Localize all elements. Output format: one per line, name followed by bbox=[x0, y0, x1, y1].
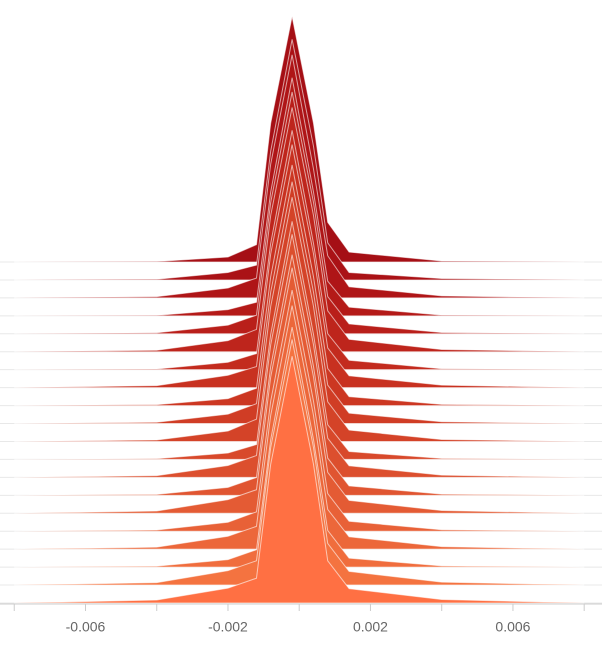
x-tick-label: -0.002 bbox=[208, 619, 248, 635]
ridge bbox=[14, 356, 585, 604]
x-tick-label: -0.006 bbox=[66, 619, 106, 635]
x-tick-label: 0.002 bbox=[353, 619, 388, 635]
x-tick-label: 0.006 bbox=[495, 619, 530, 635]
